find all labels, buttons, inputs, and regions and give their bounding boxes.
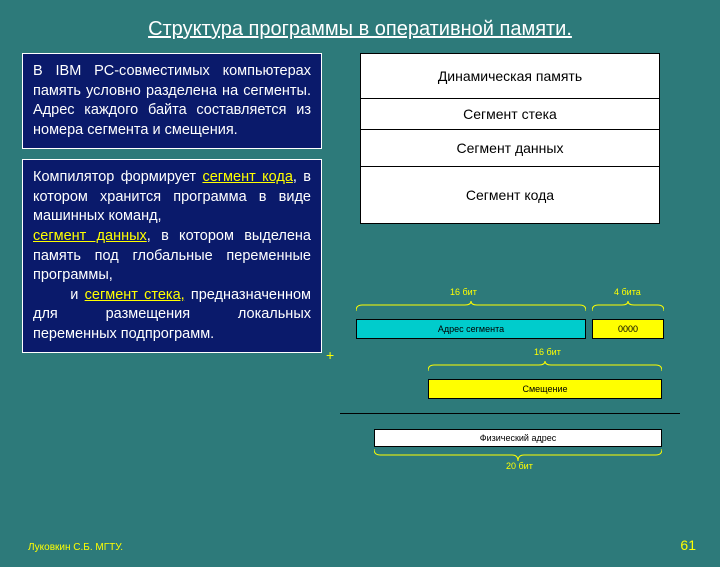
mem-stack-seg: Сегмент стека [361, 99, 659, 130]
page-number: 61 [680, 537, 696, 553]
physical-address-bar: Физический адрес [374, 429, 662, 447]
label-20bit: 20 бит [506, 461, 533, 471]
label-16bit-top: 16 бит [450, 287, 477, 297]
p2-seg-stack: сегмент стека, [85, 287, 185, 303]
p2-seg-code: сегмент кода [202, 169, 292, 185]
label-16bit-mid: 16 бит [534, 347, 561, 357]
segment-address-bar: Адрес сегмента [356, 319, 586, 339]
segment-zero-bar: 0000 [592, 319, 664, 339]
brace-top-right [592, 301, 664, 313]
brace-bottom [374, 449, 662, 461]
mem-dynamic: Динамическая память [361, 54, 659, 99]
paragraph-1: В IBM PC-совместимых компьютерах память … [22, 53, 322, 149]
memory-stack-diagram: Динамическая память Сегмент стека Сегмен… [360, 53, 660, 224]
footer-author: Луковкин С.Б. МГТУ. [28, 542, 123, 553]
right-column: Динамическая память Сегмент стека Сегмен… [340, 53, 698, 363]
brace-top-left [356, 301, 586, 313]
paragraph-2: Компилятор формирует сегмент кода, в кот… [22, 159, 322, 353]
mem-data-seg: Сегмент данных [361, 130, 659, 167]
p2-pre: Компилятор формирует [33, 169, 202, 185]
p2-seg-data: сегмент данных [33, 228, 147, 244]
brace-mid [428, 361, 662, 373]
plus-icon: + [326, 347, 334, 363]
divider-line [340, 413, 680, 414]
page-title: Структура программы в оперативной памяти… [0, 0, 720, 53]
left-column: В IBM PC-совместимых компьютерах память … [22, 53, 322, 363]
mem-code-seg: Сегмент кода [361, 167, 659, 223]
main-content: В IBM PC-совместимых компьютерах память … [0, 53, 720, 363]
offset-bar: Смещение [428, 379, 662, 399]
p2-and: и [70, 287, 84, 303]
label-4bit: 4 бита [614, 287, 641, 297]
